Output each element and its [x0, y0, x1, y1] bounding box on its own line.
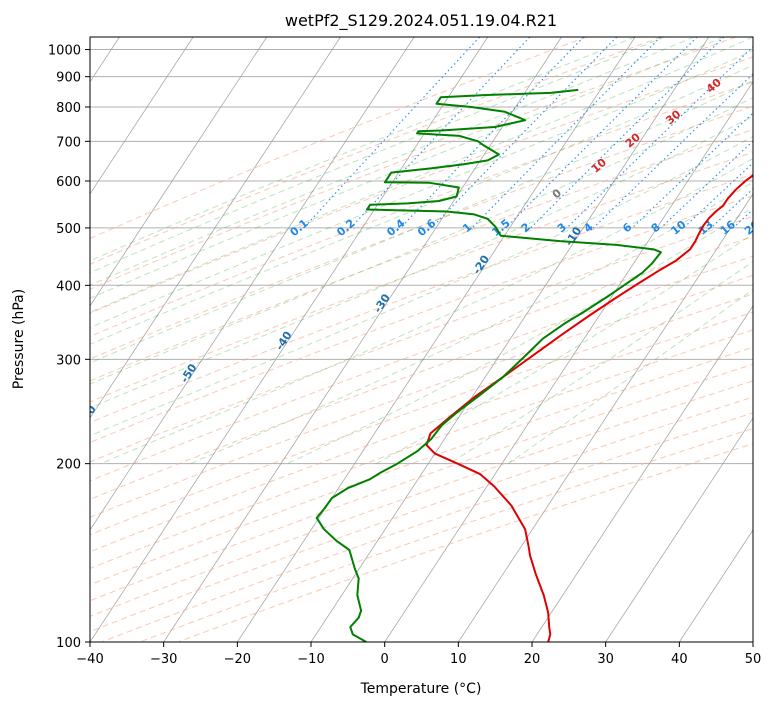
dry-adiabat: [90, 128, 753, 382]
x-axis-label: Temperature (°C): [360, 681, 482, 697]
dry-adiabat: [90, 235, 753, 482]
mixing-ratio-line: [660, 140, 753, 229]
y-tick-label: 900: [56, 71, 81, 86]
x-tick-label: −10: [297, 652, 324, 667]
x-tick-label: 50: [745, 652, 762, 667]
dry-adiabat: [90, 151, 753, 403]
isotherm-line: [752, 641, 753, 642]
plot-area: -100-90-80-70-60-50-40-30-20-100.10.20.4…: [77, 37, 775, 642]
y-tick-label: 400: [56, 279, 81, 294]
x-tick-label: 30: [597, 652, 614, 667]
plot-background: [90, 37, 753, 642]
moist-adiabat: [90, 49, 753, 329]
x-tick-label: −40: [76, 652, 103, 667]
mixing-ratio-line: [566, 45, 753, 229]
dry-adiabat: [90, 105, 753, 360]
isotherm-label: -60: [77, 403, 99, 427]
dry-adiabat: [90, 56, 753, 314]
moist-adiabat: [375, 233, 753, 465]
dry-adiabat: [90, 363, 753, 602]
moist-adiabat: [90, 97, 753, 385]
moist-adiabat: [90, 80, 753, 364]
y-tick-label: 100: [56, 636, 81, 651]
x-tick-label: −30: [150, 652, 177, 667]
isotherm-line: [90, 37, 489, 642]
dry-adiabat: [90, 81, 753, 338]
x-tick-label: 40: [671, 652, 688, 667]
y-tick-label: 600: [56, 175, 81, 190]
isotherm-line: [90, 37, 268, 307]
x-tick-label: 10: [450, 652, 467, 667]
mixing-ratio-line: [350, 37, 531, 229]
background-lines: [90, 37, 775, 642]
isotherm-line: [163, 37, 562, 642]
dry-adiabat: [90, 274, 753, 518]
isotherm-line: [310, 37, 710, 642]
dry-adiabat: [90, 329, 753, 570]
isotherm-line: [384, 81, 753, 642]
mixing-ratio-line: [592, 73, 753, 229]
isotherm-line: [90, 37, 341, 419]
isotherm-line: [457, 193, 753, 642]
x-tick-label: −20: [224, 652, 251, 667]
dry-adiabat: [90, 380, 753, 617]
dry-adiabat: [90, 37, 662, 265]
moist-adiabat: [90, 135, 753, 437]
moist-adiabat: [90, 37, 753, 313]
axis-ticks: −40 −30 −20 −10 0 10 20 30 40 50 100 200 300 400 500 60…: [48, 44, 761, 667]
y-tick-label: 500: [56, 222, 81, 237]
mixing-ratio-label: 25: [767, 218, 775, 238]
y-tick-label: 300: [56, 353, 81, 368]
mixing-ratio-label: 20: [742, 218, 762, 238]
mixing-ratio-line: [303, 37, 481, 229]
mixing-ratio-line: [471, 37, 662, 229]
x-tick-label: 20: [524, 652, 541, 667]
mixing-ratio-line: [400, 37, 585, 229]
dry-adiabat: [90, 215, 753, 463]
mixing-ratio-line: [431, 37, 618, 229]
x-tick-label: 0: [381, 652, 389, 667]
isotherm-line: [605, 417, 753, 642]
moist-adiabat: [100, 157, 753, 465]
moist-adiabat: [190, 181, 753, 465]
isotherm-line: [236, 37, 636, 642]
data-series: [315, 88, 753, 642]
isotherm-line: [531, 305, 753, 642]
isotherm-line: [678, 529, 753, 642]
mixing-ratio-line: [757, 37, 775, 228]
isotherm-line: [90, 37, 415, 531]
y-tick-label: 1000: [48, 44, 81, 59]
y-tick-label: 700: [56, 135, 81, 150]
plot-frame: [89, 36, 754, 643]
dewpoint-profile-line: [315, 88, 662, 642]
y-tick-label: 200: [56, 458, 81, 473]
temperature-profile-line: [425, 174, 753, 642]
moist-adiabat: [90, 37, 636, 262]
isotherm-line: [90, 37, 194, 195]
chart-title: wetPf2_S129.2024.051.19.04.R21: [285, 11, 557, 31]
moist-adiabat: [90, 37, 724, 299]
dry-adiabat: [90, 173, 753, 424]
y-axis-label: Pressure (hPa): [11, 289, 27, 389]
y-tick-label: 800: [56, 101, 81, 116]
